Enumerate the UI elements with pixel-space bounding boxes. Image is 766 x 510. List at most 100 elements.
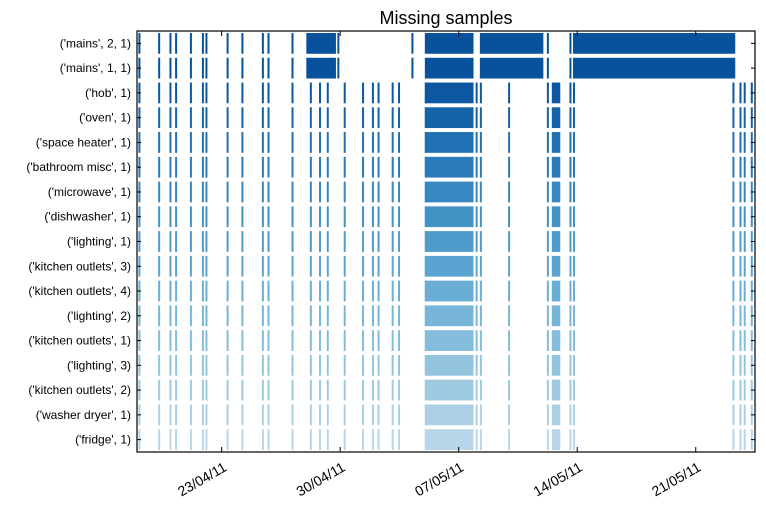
gap-bar bbox=[309, 305, 312, 327]
gap-bar bbox=[343, 156, 346, 178]
gap-bar bbox=[226, 429, 229, 450]
gap-bar bbox=[319, 330, 322, 351]
gap-bar bbox=[398, 156, 401, 178]
gap-bar bbox=[398, 305, 401, 327]
gap-bar bbox=[391, 404, 394, 426]
gap-bar bbox=[241, 132, 244, 153]
gap-bar bbox=[201, 206, 204, 228]
gap-bar bbox=[479, 206, 482, 228]
gap-bar bbox=[551, 330, 561, 351]
gap-bar bbox=[261, 330, 264, 351]
gap-bar bbox=[508, 107, 511, 129]
gap-bar bbox=[326, 305, 329, 327]
y-tick-label: ('fridge', 1) bbox=[75, 433, 131, 447]
gap-bar bbox=[377, 429, 380, 450]
gap-bar bbox=[391, 429, 394, 450]
gap-bar bbox=[241, 107, 244, 129]
gap-bar bbox=[475, 206, 478, 228]
gap-bar bbox=[326, 255, 329, 277]
gap-bar bbox=[201, 255, 204, 277]
gap-bar bbox=[371, 107, 374, 129]
gap-bar bbox=[362, 330, 365, 351]
gap-bar bbox=[569, 82, 572, 104]
gap-bar bbox=[261, 404, 264, 426]
gap-bar bbox=[158, 305, 161, 327]
gap-bar bbox=[424, 206, 427, 228]
gap-bar bbox=[546, 132, 549, 153]
gap-bar bbox=[319, 280, 322, 302]
gap-bar bbox=[158, 255, 161, 277]
gap-bar bbox=[475, 132, 478, 153]
gap-bar bbox=[261, 156, 264, 178]
gap-bar bbox=[175, 404, 178, 426]
gap-bar bbox=[732, 404, 735, 426]
gap-bar bbox=[205, 429, 208, 450]
gap-bar bbox=[226, 231, 229, 252]
gap-bar bbox=[189, 404, 192, 426]
gap-bar bbox=[371, 255, 374, 277]
gap-bar bbox=[424, 82, 474, 104]
gap-bar bbox=[371, 181, 374, 203]
gap-bar bbox=[569, 280, 572, 302]
gap-bar bbox=[291, 280, 294, 302]
gap-bar bbox=[226, 57, 229, 79]
gap-bar bbox=[241, 231, 244, 252]
gap-bar bbox=[169, 280, 172, 302]
gap-bar bbox=[508, 330, 511, 351]
gap-bar bbox=[189, 206, 192, 228]
gap-bar bbox=[475, 255, 478, 277]
gap-bar bbox=[424, 305, 427, 327]
gap-bar bbox=[291, 330, 294, 351]
gap-bar bbox=[569, 181, 572, 203]
gap-bar bbox=[189, 82, 192, 104]
gap-bar bbox=[569, 429, 572, 450]
gap-bar bbox=[189, 33, 192, 54]
gap-bar bbox=[343, 181, 346, 203]
gap-bar bbox=[546, 429, 549, 450]
gap-bar bbox=[424, 255, 474, 277]
gap-bar bbox=[398, 107, 401, 129]
gap-bar bbox=[546, 280, 549, 302]
gap-bar bbox=[241, 82, 244, 104]
gap-bar bbox=[739, 181, 742, 203]
gap-bar bbox=[551, 280, 561, 302]
gap-bar bbox=[343, 206, 346, 228]
gap-bar bbox=[546, 206, 549, 228]
x-tick-label: 30/04/11 bbox=[293, 459, 347, 500]
gap-bar bbox=[326, 404, 329, 426]
gap-bar bbox=[291, 132, 294, 153]
gap-bar bbox=[377, 181, 380, 203]
gap-bar bbox=[508, 305, 511, 327]
gap-bar bbox=[226, 181, 229, 203]
gap-bar bbox=[551, 206, 561, 228]
gap-bar bbox=[572, 181, 575, 203]
gap-bar bbox=[319, 132, 322, 153]
gap-bar bbox=[343, 231, 346, 252]
gap-bar bbox=[572, 231, 575, 252]
gap-bar bbox=[572, 404, 575, 426]
gap-bar bbox=[343, 354, 346, 376]
gap-bar bbox=[319, 305, 322, 327]
gap-bar bbox=[362, 82, 365, 104]
gap-bar bbox=[362, 280, 365, 302]
gap-bar bbox=[475, 305, 478, 327]
gap-bar bbox=[391, 379, 394, 401]
gap-bar bbox=[479, 255, 482, 277]
gap-bar bbox=[398, 280, 401, 302]
gap-bar bbox=[319, 181, 322, 203]
gap-bar bbox=[201, 107, 204, 129]
gap-bar bbox=[169, 255, 172, 277]
gap-bar bbox=[201, 280, 204, 302]
gap-bar bbox=[158, 82, 161, 104]
gap-bar bbox=[508, 429, 511, 450]
gap-bar bbox=[475, 379, 478, 401]
gap-bar bbox=[267, 231, 270, 252]
gap-bar bbox=[475, 82, 478, 104]
gap-bar bbox=[261, 132, 264, 153]
gap-bar bbox=[572, 354, 575, 376]
gap-bar bbox=[226, 255, 229, 277]
gap-bar bbox=[205, 231, 208, 252]
gap-bar bbox=[479, 82, 482, 104]
gap-bar bbox=[743, 330, 746, 351]
gap-bar bbox=[205, 82, 208, 104]
